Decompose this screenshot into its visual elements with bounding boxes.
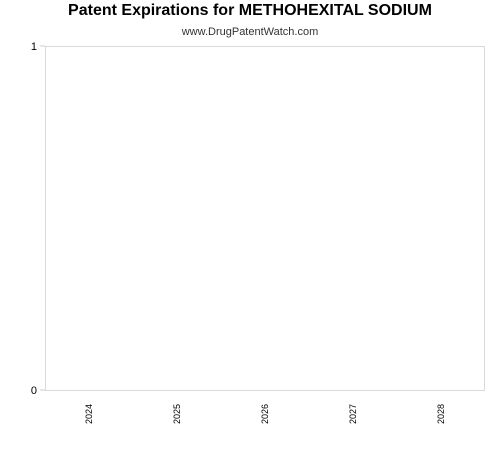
y-axis-ticks: 01 xyxy=(31,41,45,397)
chart-subtitle: www.DrugPatentWatch.com xyxy=(181,26,319,38)
x-tick-label: 2026 xyxy=(260,404,270,424)
x-tick-label: 2027 xyxy=(348,404,358,424)
x-tick-label: 2024 xyxy=(84,404,94,424)
y-tick-label: 0 xyxy=(31,385,37,397)
y-tick-label: 1 xyxy=(31,41,37,53)
x-axis-ticks: 2024 2025 2026 2027 2028 xyxy=(84,404,446,424)
plot-area xyxy=(45,46,485,391)
x-tick-label: 2025 xyxy=(172,404,182,424)
x-tick-label: 2028 xyxy=(436,404,446,424)
chart-title: Patent Expirations for METHOHEXITAL SODI… xyxy=(68,2,432,19)
